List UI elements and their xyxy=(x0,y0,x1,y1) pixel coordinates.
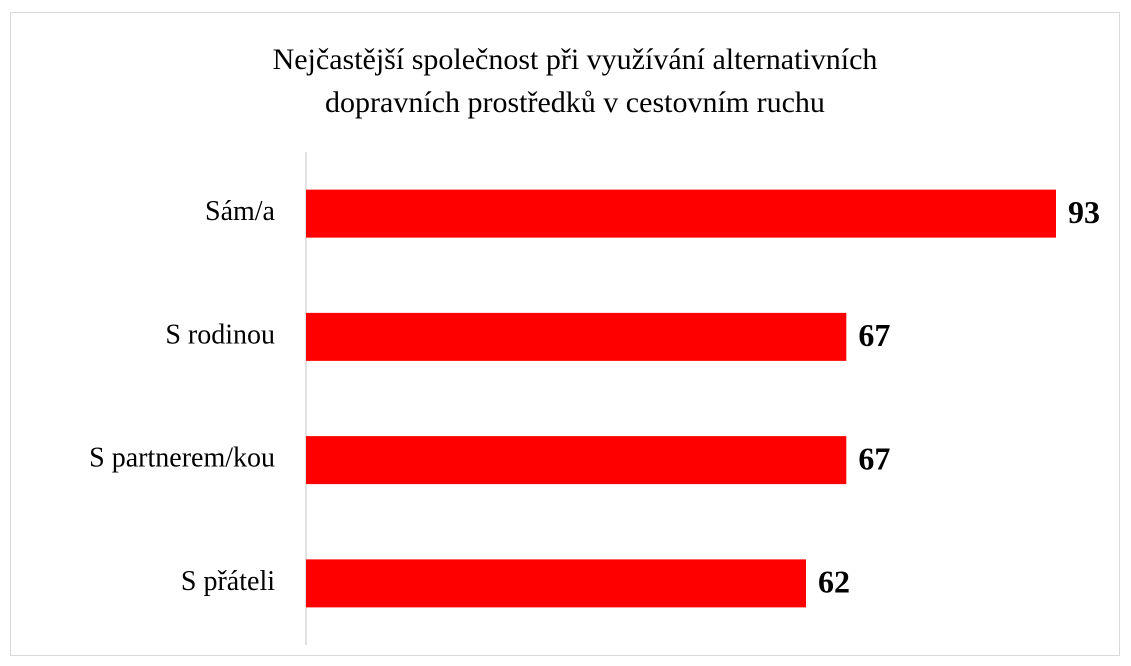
y-tick-label: S rodinou xyxy=(165,319,275,350)
data-label: 93 xyxy=(1068,194,1100,230)
data-label: 67 xyxy=(858,440,890,476)
y-tick-label: S přáteli xyxy=(181,566,275,597)
bar xyxy=(306,436,847,485)
y-tick-label: Sám/a xyxy=(205,196,276,227)
bar xyxy=(306,559,806,608)
data-label: 62 xyxy=(818,564,850,600)
y-tick-label: S partnerem/kou xyxy=(89,443,275,474)
bar xyxy=(306,189,1056,238)
chart-title: dopravních prostředků v cestovním ruchu xyxy=(325,86,825,119)
data-label: 67 xyxy=(858,317,890,353)
chart-title: Nejčastější společnost při využívání alt… xyxy=(273,43,878,76)
bar xyxy=(306,312,847,361)
